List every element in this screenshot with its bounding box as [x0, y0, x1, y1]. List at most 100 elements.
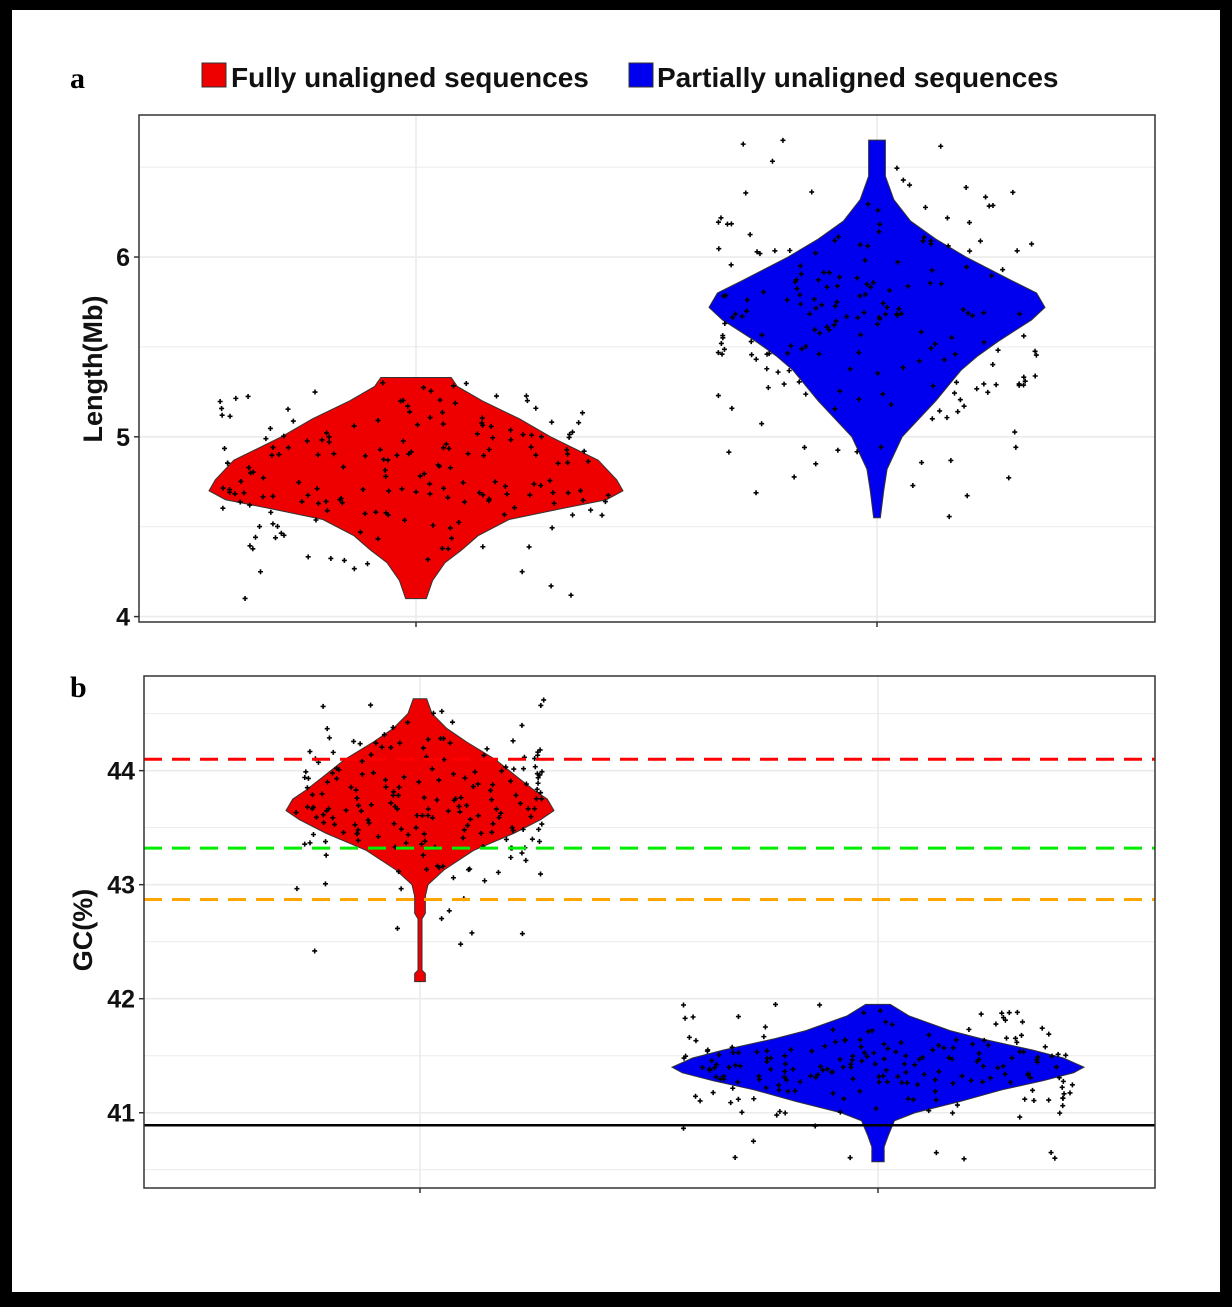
- data-point: [985, 1042, 991, 1048]
- data-point: [252, 534, 258, 540]
- data-point: [716, 1052, 722, 1058]
- data-point: [875, 321, 881, 327]
- data-point: [762, 1024, 768, 1030]
- data-point: [1049, 1053, 1055, 1059]
- data-point: [312, 389, 318, 395]
- data-point: [315, 500, 321, 506]
- data-point: [953, 1037, 959, 1043]
- data-point: [888, 402, 894, 408]
- data-point: [405, 719, 411, 725]
- data-point: [880, 300, 886, 306]
- legend-swatch-partially: [628, 62, 654, 88]
- data-point: [248, 470, 254, 476]
- data-point: [420, 852, 426, 858]
- data-point: [966, 1026, 972, 1032]
- data-point: [445, 546, 451, 552]
- data-point: [776, 1087, 782, 1093]
- data-point: [961, 1156, 967, 1162]
- data-point: [565, 451, 571, 457]
- data-point: [1022, 378, 1028, 384]
- data-point: [959, 1073, 965, 1079]
- data-point: [425, 806, 431, 812]
- data-point: [970, 313, 976, 319]
- data-point: [884, 304, 890, 310]
- data-point: [787, 247, 793, 253]
- data-point: [299, 499, 305, 505]
- data-point: [580, 497, 586, 503]
- data-point: [464, 802, 470, 808]
- data-point: [840, 1064, 846, 1070]
- data-point: [304, 804, 310, 810]
- data-point: [296, 479, 302, 485]
- data-point: [848, 1064, 854, 1070]
- data-point: [824, 1066, 830, 1072]
- data-point: [1017, 311, 1023, 317]
- data-point: [430, 710, 436, 716]
- data-point: [1017, 1114, 1023, 1120]
- data-point: [427, 481, 433, 487]
- data-point: [313, 517, 319, 523]
- data-point: [769, 158, 775, 164]
- data-point: [276, 452, 282, 458]
- y-tick-label: 43: [107, 872, 135, 900]
- data-point: [403, 840, 409, 846]
- y-axis-label-a: Length(Mb): [78, 296, 108, 443]
- data-point: [413, 489, 419, 495]
- data-point: [981, 381, 987, 387]
- data-point: [509, 825, 515, 831]
- data-point: [508, 437, 514, 443]
- data-point: [938, 143, 944, 149]
- violin-partially: [708, 139, 1046, 519]
- legend-swatch-fully: [201, 62, 227, 88]
- data-point: [227, 413, 233, 419]
- data-point: [340, 829, 346, 835]
- data-point: [785, 350, 791, 356]
- data-point: [425, 736, 431, 742]
- data-point: [535, 780, 541, 786]
- data-point: [735, 1096, 741, 1102]
- data-point: [413, 825, 419, 831]
- data-point: [1060, 1095, 1066, 1101]
- data-point: [533, 796, 539, 802]
- data-point: [382, 777, 388, 783]
- data-point: [510, 738, 516, 744]
- data-point: [1010, 189, 1016, 195]
- data-point: [268, 509, 274, 515]
- data-point: [326, 806, 332, 812]
- data-point: [813, 305, 819, 311]
- data-point: [809, 189, 815, 195]
- data-point: [267, 425, 273, 431]
- data-point: [681, 1002, 687, 1008]
- data-point: [910, 1097, 916, 1103]
- data-point: [730, 1085, 736, 1091]
- data-point: [781, 1074, 787, 1080]
- data-point: [275, 523, 281, 529]
- data-point: [321, 820, 327, 826]
- data-point: [807, 311, 813, 317]
- data-point: [856, 350, 862, 356]
- data-point: [903, 1053, 909, 1059]
- data-point: [858, 1044, 864, 1050]
- data-point: [876, 229, 882, 235]
- data-point: [883, 1019, 889, 1025]
- data-point: [220, 505, 226, 511]
- data-point: [467, 816, 473, 822]
- data-point: [233, 395, 239, 401]
- data-point: [570, 429, 576, 435]
- data-point: [272, 535, 278, 541]
- data-point: [430, 522, 436, 528]
- data-point: [220, 485, 226, 491]
- data-point: [348, 784, 354, 790]
- data-point: [894, 311, 900, 317]
- data-point: [475, 813, 481, 819]
- data-point: [447, 465, 453, 471]
- data-point: [486, 447, 492, 453]
- data-point: [777, 1109, 783, 1114]
- data-point: [796, 379, 802, 385]
- data-point: [375, 536, 381, 542]
- data-point: [525, 806, 531, 812]
- data-point: [1057, 1110, 1063, 1116]
- data-point: [526, 544, 532, 550]
- data-point: [241, 490, 247, 496]
- data-point: [901, 1061, 907, 1067]
